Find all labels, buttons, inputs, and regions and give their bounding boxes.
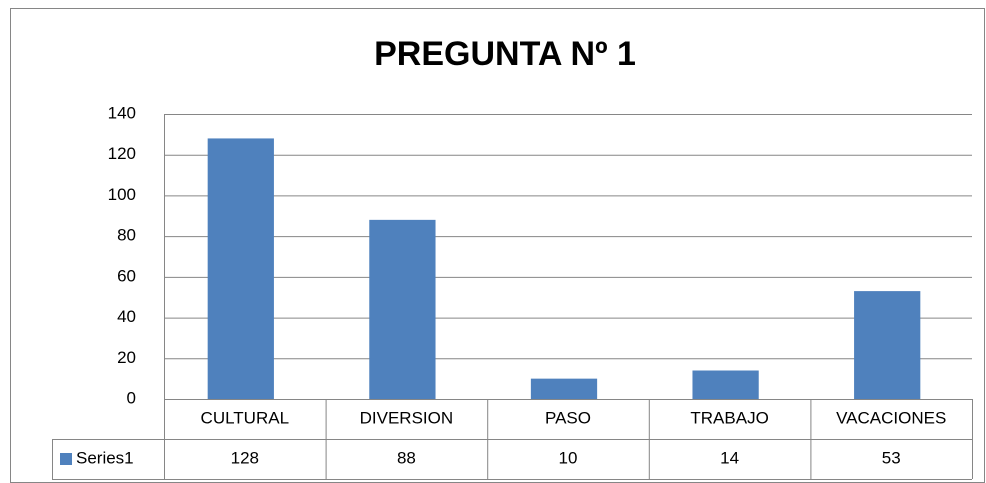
y-tick-label: 80 bbox=[117, 226, 136, 245]
y-tick-label: 0 bbox=[127, 388, 136, 407]
y-tick-label: 120 bbox=[108, 144, 136, 163]
table-value: 10 bbox=[559, 448, 578, 467]
bar bbox=[692, 370, 759, 399]
x-tick-label: VACACIONES bbox=[836, 408, 946, 427]
x-tick-label: CULTURAL bbox=[201, 408, 289, 427]
x-tick-label: PASO bbox=[545, 408, 591, 427]
bar bbox=[369, 219, 436, 399]
legend-swatch bbox=[60, 453, 72, 465]
table-value: 128 bbox=[231, 448, 259, 467]
bar bbox=[207, 138, 274, 399]
legend-label: Series1 bbox=[76, 448, 134, 467]
y-tick-label: 20 bbox=[117, 348, 136, 367]
chart-frame bbox=[10, 8, 985, 483]
y-tick-label: 100 bbox=[108, 185, 136, 204]
table-value: 88 bbox=[397, 448, 416, 467]
table-value: 14 bbox=[720, 448, 739, 467]
x-tick-label: DIVERSION bbox=[360, 408, 454, 427]
bar bbox=[530, 378, 598, 399]
table-value: 53 bbox=[882, 448, 901, 467]
y-tick-label: 60 bbox=[117, 266, 136, 285]
y-tick-label: 140 bbox=[108, 103, 136, 122]
chart-title: PREGUNTA Nº 1 bbox=[374, 35, 636, 73]
bar bbox=[854, 291, 921, 399]
y-tick-label: 40 bbox=[117, 307, 136, 326]
x-tick-label: TRABAJO bbox=[690, 408, 768, 427]
